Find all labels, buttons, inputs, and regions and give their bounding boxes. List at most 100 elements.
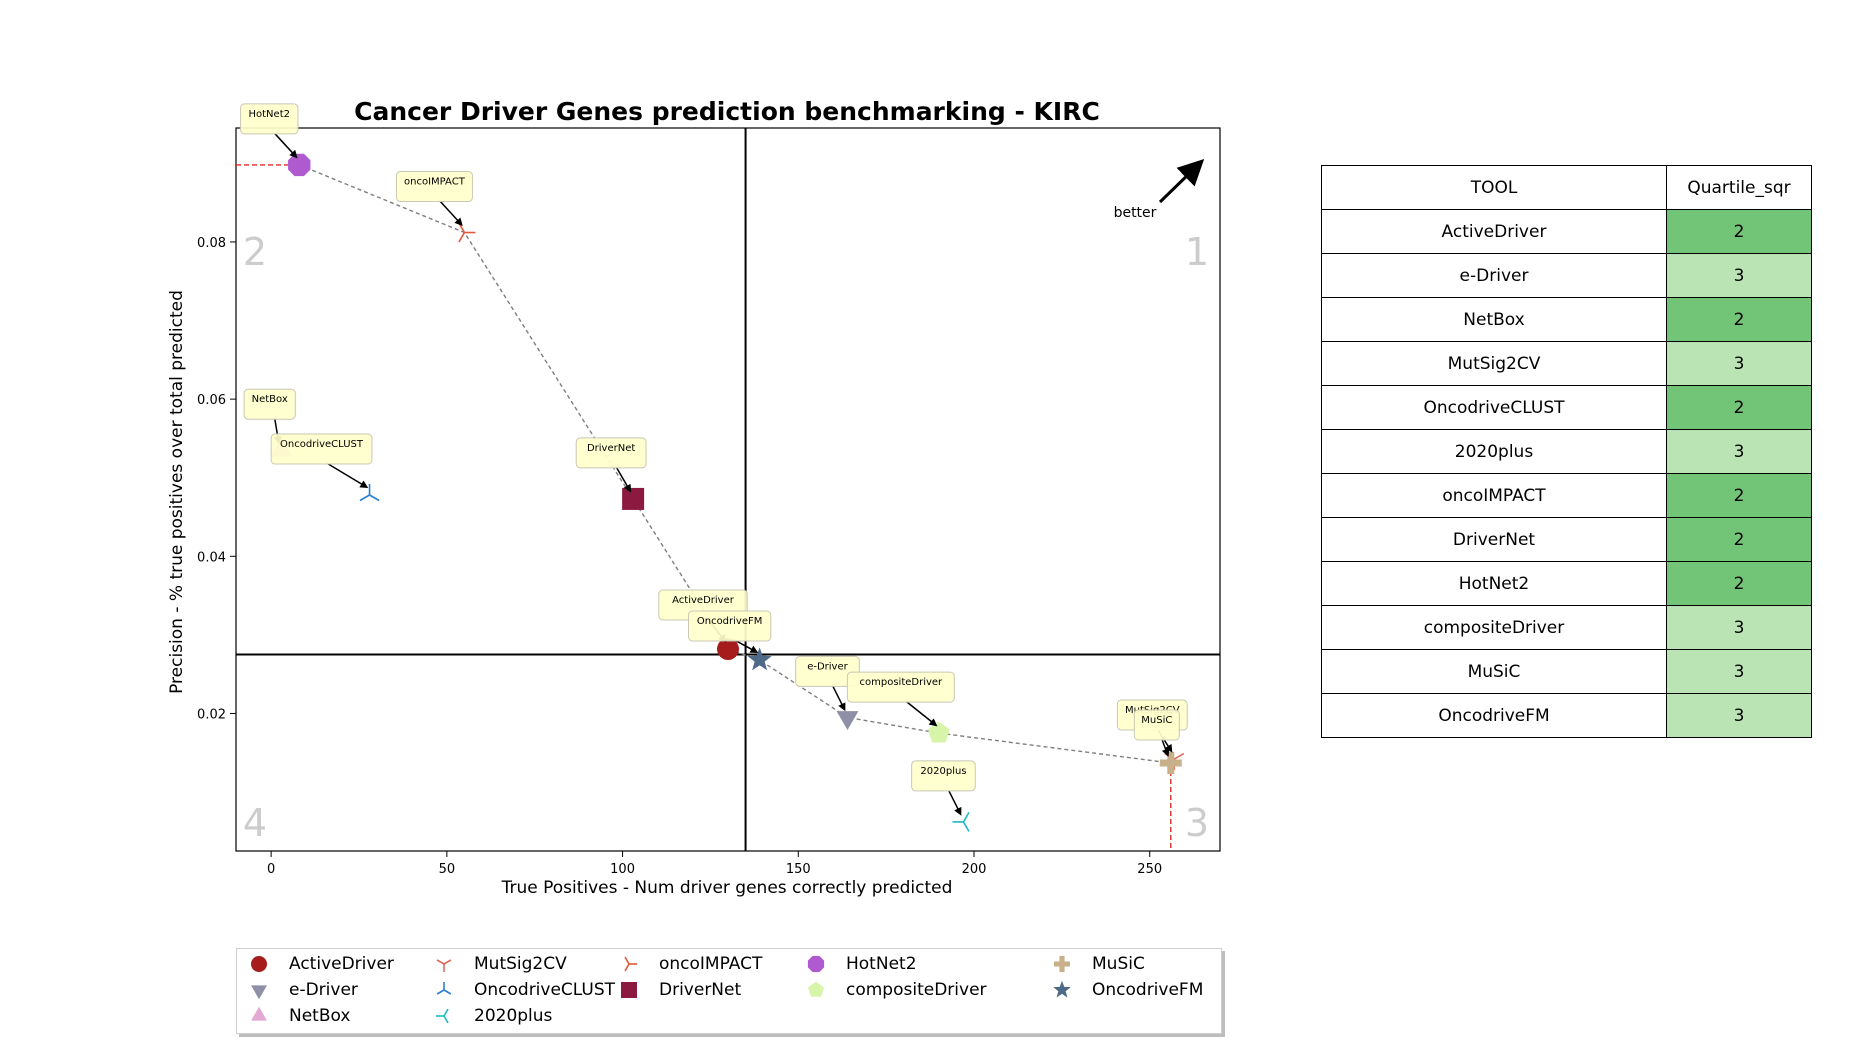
- annotation-label: DriverNet: [587, 443, 635, 454]
- legend-label: NetBox: [289, 1006, 351, 1026]
- x-axis-label: True Positives - Num driver genes correc…: [501, 878, 953, 898]
- annotation-label: 2020plus: [920, 766, 966, 777]
- annotation-hotnet2: HotNet2: [240, 103, 299, 159]
- x-tick-label: 200: [962, 862, 987, 877]
- quartile-cell: 3: [1666, 429, 1812, 474]
- legend-marker-oncodrivefm: [1053, 980, 1071, 998]
- annotation-netbox: NetBox: [243, 388, 296, 445]
- x-tick-label: 0: [267, 862, 275, 877]
- table-row: oncoIMPACT 2: [1321, 473, 1812, 518]
- tool-name-cell: DriverNet: [1321, 517, 1667, 562]
- legend-label: DriverNet: [659, 980, 742, 1000]
- annotation-label: NetBox: [252, 394, 288, 405]
- legend-marker-compositedriver: [808, 981, 824, 997]
- tool-name-cell: OncodriveCLUST: [1321, 385, 1667, 430]
- annotation-oncodrivefm: OncodriveFM: [688, 610, 772, 653]
- chart-title: Cancer Driver Genes prediction benchmark…: [354, 97, 1100, 126]
- legend-label: HotNet2: [846, 954, 917, 974]
- column-header-tool: TOOL: [1321, 165, 1667, 210]
- annotation-oncoimpact: oncoIMPACT: [395, 171, 473, 226]
- table-header-row: TOOL Quartile_sqr: [1321, 165, 1812, 210]
- tool-name-cell: e-Driver: [1321, 253, 1667, 298]
- legend-marker-netbox: [251, 1006, 267, 1021]
- data-point-2020plus: [952, 811, 970, 832]
- y-tick-label: 0.06: [197, 393, 226, 408]
- tool-name-cell: compositeDriver: [1321, 605, 1667, 650]
- table-row: e-Driver 3: [1321, 253, 1812, 298]
- annotation-oncodriveclust: OncodriveCLUST: [270, 433, 373, 489]
- table-row: compositeDriver 3: [1321, 605, 1812, 650]
- column-header-quartile: Quartile_sqr: [1666, 165, 1812, 210]
- quartile-cell: 2: [1666, 561, 1812, 606]
- annotation-label: HotNet2: [249, 109, 290, 120]
- y-tick-label: 0.02: [197, 707, 226, 722]
- legend-marker-hotnet2: [807, 955, 825, 973]
- data-point-e-driver: [836, 711, 859, 731]
- annotation-label: oncoIMPACT: [404, 177, 466, 188]
- data-point-activedriver: [717, 638, 739, 661]
- table-row: OncodriveCLUST 2: [1321, 385, 1812, 430]
- quartile-cell: 3: [1666, 253, 1812, 298]
- x-tick-label: 150: [786, 862, 811, 877]
- annotation-label: OncodriveCLUST: [280, 439, 364, 450]
- chart-legend: ActiveDriver e-Driver NetBox MutSig2CV Oncod…: [236, 948, 1222, 1034]
- quadrant-label-2: 2: [243, 230, 267, 274]
- better-arrow: [1158, 159, 1205, 204]
- annotation-label: ActiveDriver: [672, 595, 735, 606]
- annotation-music: MuSiC: [1133, 709, 1180, 757]
- y-tick-label: 0.04: [197, 550, 226, 565]
- data-point-oncoimpact: [458, 222, 476, 243]
- legend-marker-oncodriveclust: [436, 982, 452, 995]
- legend-label: compositeDriver: [846, 980, 987, 1000]
- table-row: 2020plus 3: [1321, 429, 1812, 474]
- legend-marker-2020plus: [436, 1008, 449, 1024]
- legend-label: 2020plus: [474, 1006, 553, 1026]
- annotation-drivernet: DriverNet: [575, 437, 647, 493]
- tool-name-cell: ActiveDriver: [1321, 209, 1667, 254]
- legend-marker-music: [1054, 956, 1070, 972]
- quartile-cell: 2: [1666, 297, 1812, 342]
- legend-marker-oncoimpact: [624, 956, 637, 972]
- data-point-music: [1159, 751, 1182, 774]
- data-point-hotnet2: [288, 153, 311, 177]
- tool-name-cell: NetBox: [1321, 297, 1667, 342]
- annotation-compositedriver: compositeDriver: [846, 671, 955, 727]
- legend-marker-mutsig2cv: [436, 959, 452, 972]
- legend-label: MuSiC: [1092, 954, 1145, 974]
- quartile-cell: 2: [1666, 385, 1812, 430]
- y-axis-label: Precision - % true positives over total …: [167, 290, 187, 694]
- quadrant-label-3: 3: [1185, 801, 1209, 845]
- annotation-label: MuSiC: [1141, 715, 1172, 726]
- x-tick-label: 50: [439, 862, 456, 877]
- quartile-cell: 2: [1666, 473, 1812, 518]
- quadrant-label-4: 4: [243, 801, 267, 845]
- table-row: HotNet2 2: [1321, 561, 1812, 606]
- legend-label: oncoIMPACT: [659, 954, 763, 974]
- table-row: MuSiC 3: [1321, 649, 1812, 694]
- data-point-oncodriveclust: [359, 484, 380, 502]
- annotation-label: e-Driver: [807, 661, 848, 672]
- tool-name-cell: 2020plus: [1321, 429, 1667, 474]
- tool-name-cell: MuSiC: [1321, 649, 1667, 694]
- tool-name-cell: MutSig2CV: [1321, 341, 1667, 386]
- annotation-label: OncodriveFM: [697, 616, 763, 627]
- table-row: MutSig2CV 3: [1321, 341, 1812, 386]
- legend-label: OncodriveFM: [1092, 980, 1204, 1000]
- legend-label: MutSig2CV: [474, 954, 567, 974]
- table-row: OncodriveFM 3: [1321, 693, 1812, 738]
- pareto-front-line: [298, 164, 1171, 764]
- quartile-cell: 3: [1666, 605, 1812, 650]
- table-row: DriverNet 2: [1321, 517, 1812, 562]
- tool-name-cell: oncoIMPACT: [1321, 473, 1667, 518]
- legend-label: ActiveDriver: [289, 954, 394, 974]
- quartile-cell: 2: [1666, 209, 1812, 254]
- annotation-2020plus: 2020plus: [911, 760, 976, 816]
- quartile-table: TOOL Quartile_sqr ActiveDriver 2 e-Driver 3…: [1321, 165, 1812, 738]
- data-point-drivernet: [622, 487, 645, 510]
- quartile-cell: 2: [1666, 517, 1812, 562]
- legend-marker-drivernet: [621, 982, 637, 998]
- legend-marker-e-driver: [251, 985, 267, 1000]
- legend-label: e-Driver: [289, 980, 358, 1000]
- tool-name-cell: OncodriveFM: [1321, 693, 1667, 738]
